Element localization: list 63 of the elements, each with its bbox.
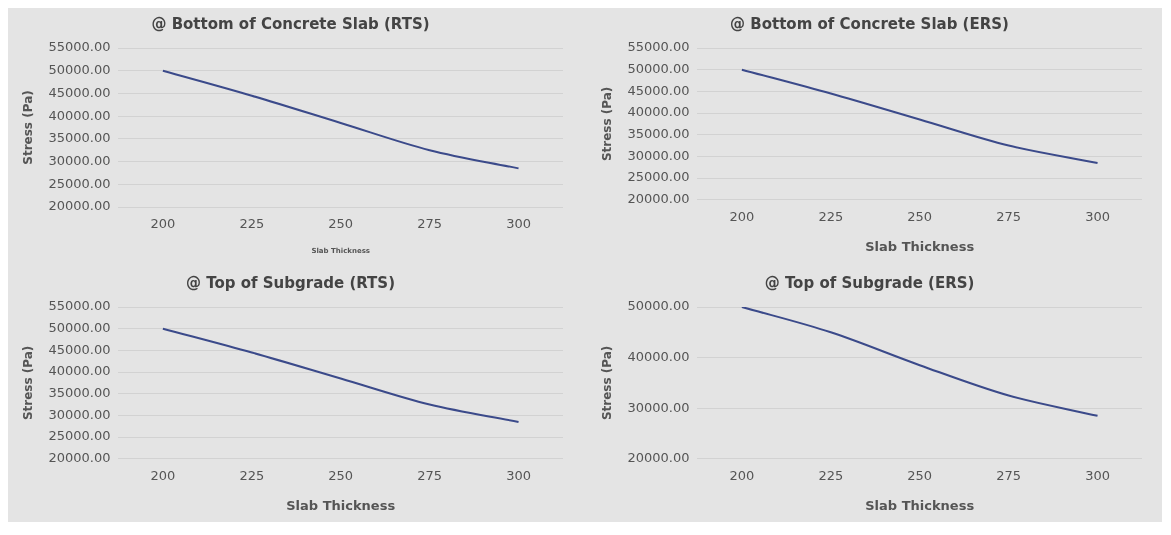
x-tick-label: 250 xyxy=(328,467,354,483)
y-tick-label: 35000.00 xyxy=(627,126,690,142)
chart-title: @ Top of Subgrade (RTS) xyxy=(185,273,396,292)
y-tick-label: 40000.00 xyxy=(627,104,690,120)
y-tick-label: 20000.00 xyxy=(627,450,690,466)
x-tick-label: 225 xyxy=(239,216,265,232)
x-tick-label: 300 xyxy=(1085,208,1110,224)
y-axis-title: Stress (Pa) xyxy=(600,86,615,162)
chart-title: @ Top of Subgrade (ERS) xyxy=(764,273,975,292)
x-tick-label: 250 xyxy=(328,216,354,232)
y-tick-label: 25000.00 xyxy=(48,428,111,444)
y-tick-label: 25000.00 xyxy=(48,175,111,191)
y-tick-label: 30000.00 xyxy=(627,399,690,415)
line-series xyxy=(740,68,1099,164)
y-tick-label: 30000.00 xyxy=(48,152,111,168)
y-tick-label: 30000.00 xyxy=(627,147,690,163)
y-axis-title: Stress (Pa) xyxy=(21,90,36,165)
x-tick-label: 225 xyxy=(239,467,265,483)
x-tick-label: 250 xyxy=(907,467,933,483)
x-tick-label: 300 xyxy=(1085,467,1110,483)
x-tick-label: 200 xyxy=(729,208,755,224)
y-tick-label: 20000.00 xyxy=(48,450,111,466)
line-series xyxy=(740,307,1099,417)
x-tick-label: 200 xyxy=(150,467,176,483)
x-tick-label: 275 xyxy=(417,216,443,232)
y-tick-label: 50000.00 xyxy=(48,320,111,336)
line-series xyxy=(161,69,520,170)
x-tick-label: 225 xyxy=(818,208,844,224)
x-tick-label: 225 xyxy=(818,467,844,483)
x-tick-label: 300 xyxy=(506,467,531,483)
x-tick-label: 275 xyxy=(996,208,1022,224)
y-tick-label: 55000.00 xyxy=(48,298,111,314)
y-tick-label: 20000.00 xyxy=(48,198,111,214)
line-series xyxy=(161,327,520,423)
y-tick-label: 55000.00 xyxy=(48,39,111,55)
y-tick-label: 50000.00 xyxy=(48,62,111,78)
x-axis-title: Slab Thickness xyxy=(865,238,975,254)
x-tick-label: 275 xyxy=(996,467,1022,483)
y-tick-label: 25000.00 xyxy=(627,169,690,185)
y-tick-label: 45000.00 xyxy=(48,341,111,357)
y-tick-label: 55000.00 xyxy=(627,39,690,55)
x-tick-label: 200 xyxy=(150,216,176,232)
y-tick-label: 40000.00 xyxy=(48,363,111,379)
y-tick-label: 30000.00 xyxy=(48,406,111,422)
x-axis-title: Slab Thickness xyxy=(865,497,975,513)
y-axis-title: Stress (Pa) xyxy=(21,345,36,421)
y-tick-label: 50000.00 xyxy=(627,61,690,77)
y-tick-label: 40000.00 xyxy=(48,107,111,123)
y-tick-label: 45000.00 xyxy=(627,82,690,98)
x-axis-title: Slab Thickness xyxy=(286,497,396,513)
y-axis-title: Stress (Pa) xyxy=(600,345,615,421)
y-tick-label: 40000.00 xyxy=(627,348,690,364)
x-tick-label: 300 xyxy=(506,216,531,232)
x-tick-label: 275 xyxy=(417,467,443,483)
y-tick-label: 20000.00 xyxy=(627,191,690,207)
y-tick-label: 50000.00 xyxy=(627,298,690,314)
chart-title: @ Bottom of Concrete Slab (RTS) xyxy=(151,14,430,33)
chart-title: @ Bottom of Concrete Slab (ERS) xyxy=(730,14,1009,33)
x-tick-label: 250 xyxy=(907,208,933,224)
y-tick-label: 35000.00 xyxy=(48,130,111,146)
y-tick-label: 35000.00 xyxy=(48,385,111,401)
x-tick-label: 200 xyxy=(729,467,755,483)
y-tick-label: 45000.00 xyxy=(48,84,111,100)
